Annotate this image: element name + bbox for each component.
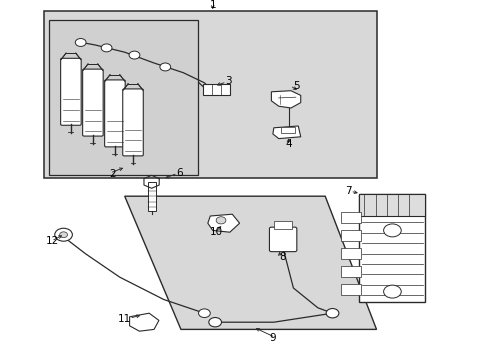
- Polygon shape: [272, 126, 300, 139]
- Polygon shape: [207, 214, 239, 232]
- Text: 10: 10: [210, 227, 223, 237]
- Text: 7: 7: [345, 186, 351, 196]
- Circle shape: [383, 224, 400, 237]
- FancyBboxPatch shape: [82, 69, 103, 136]
- Bar: [341, 212, 360, 223]
- Text: 3: 3: [224, 76, 231, 86]
- Bar: [341, 266, 360, 277]
- Circle shape: [160, 63, 170, 71]
- Text: 9: 9: [269, 333, 276, 343]
- Text: 8: 8: [279, 252, 286, 262]
- Bar: [359, 194, 425, 302]
- Circle shape: [129, 51, 140, 59]
- Circle shape: [60, 232, 67, 238]
- Text: 4: 4: [285, 139, 291, 149]
- Bar: [273, 221, 292, 229]
- Circle shape: [75, 39, 86, 46]
- Polygon shape: [271, 91, 300, 108]
- Text: 12: 12: [45, 236, 59, 246]
- Text: 1: 1: [209, 0, 216, 10]
- Bar: [341, 248, 360, 259]
- FancyBboxPatch shape: [61, 58, 81, 125]
- FancyBboxPatch shape: [104, 80, 125, 147]
- Bar: [49, 20, 198, 175]
- Text: 2: 2: [109, 168, 116, 179]
- Circle shape: [101, 44, 112, 52]
- Bar: [147, 182, 155, 211]
- Bar: [203, 84, 229, 95]
- FancyBboxPatch shape: [122, 89, 143, 156]
- Circle shape: [383, 285, 400, 298]
- Text: 5: 5: [293, 81, 300, 91]
- Circle shape: [55, 228, 72, 241]
- Circle shape: [198, 309, 210, 318]
- Bar: [359, 194, 425, 216]
- Circle shape: [325, 309, 338, 318]
- Bar: [281, 127, 294, 133]
- Bar: [341, 230, 360, 241]
- Circle shape: [208, 318, 221, 327]
- FancyBboxPatch shape: [269, 227, 296, 252]
- Polygon shape: [124, 196, 376, 329]
- Bar: [341, 284, 360, 295]
- Polygon shape: [129, 313, 159, 331]
- Circle shape: [216, 217, 225, 224]
- Text: 11: 11: [118, 314, 131, 324]
- Text: 6: 6: [176, 168, 183, 178]
- Bar: [44, 11, 376, 178]
